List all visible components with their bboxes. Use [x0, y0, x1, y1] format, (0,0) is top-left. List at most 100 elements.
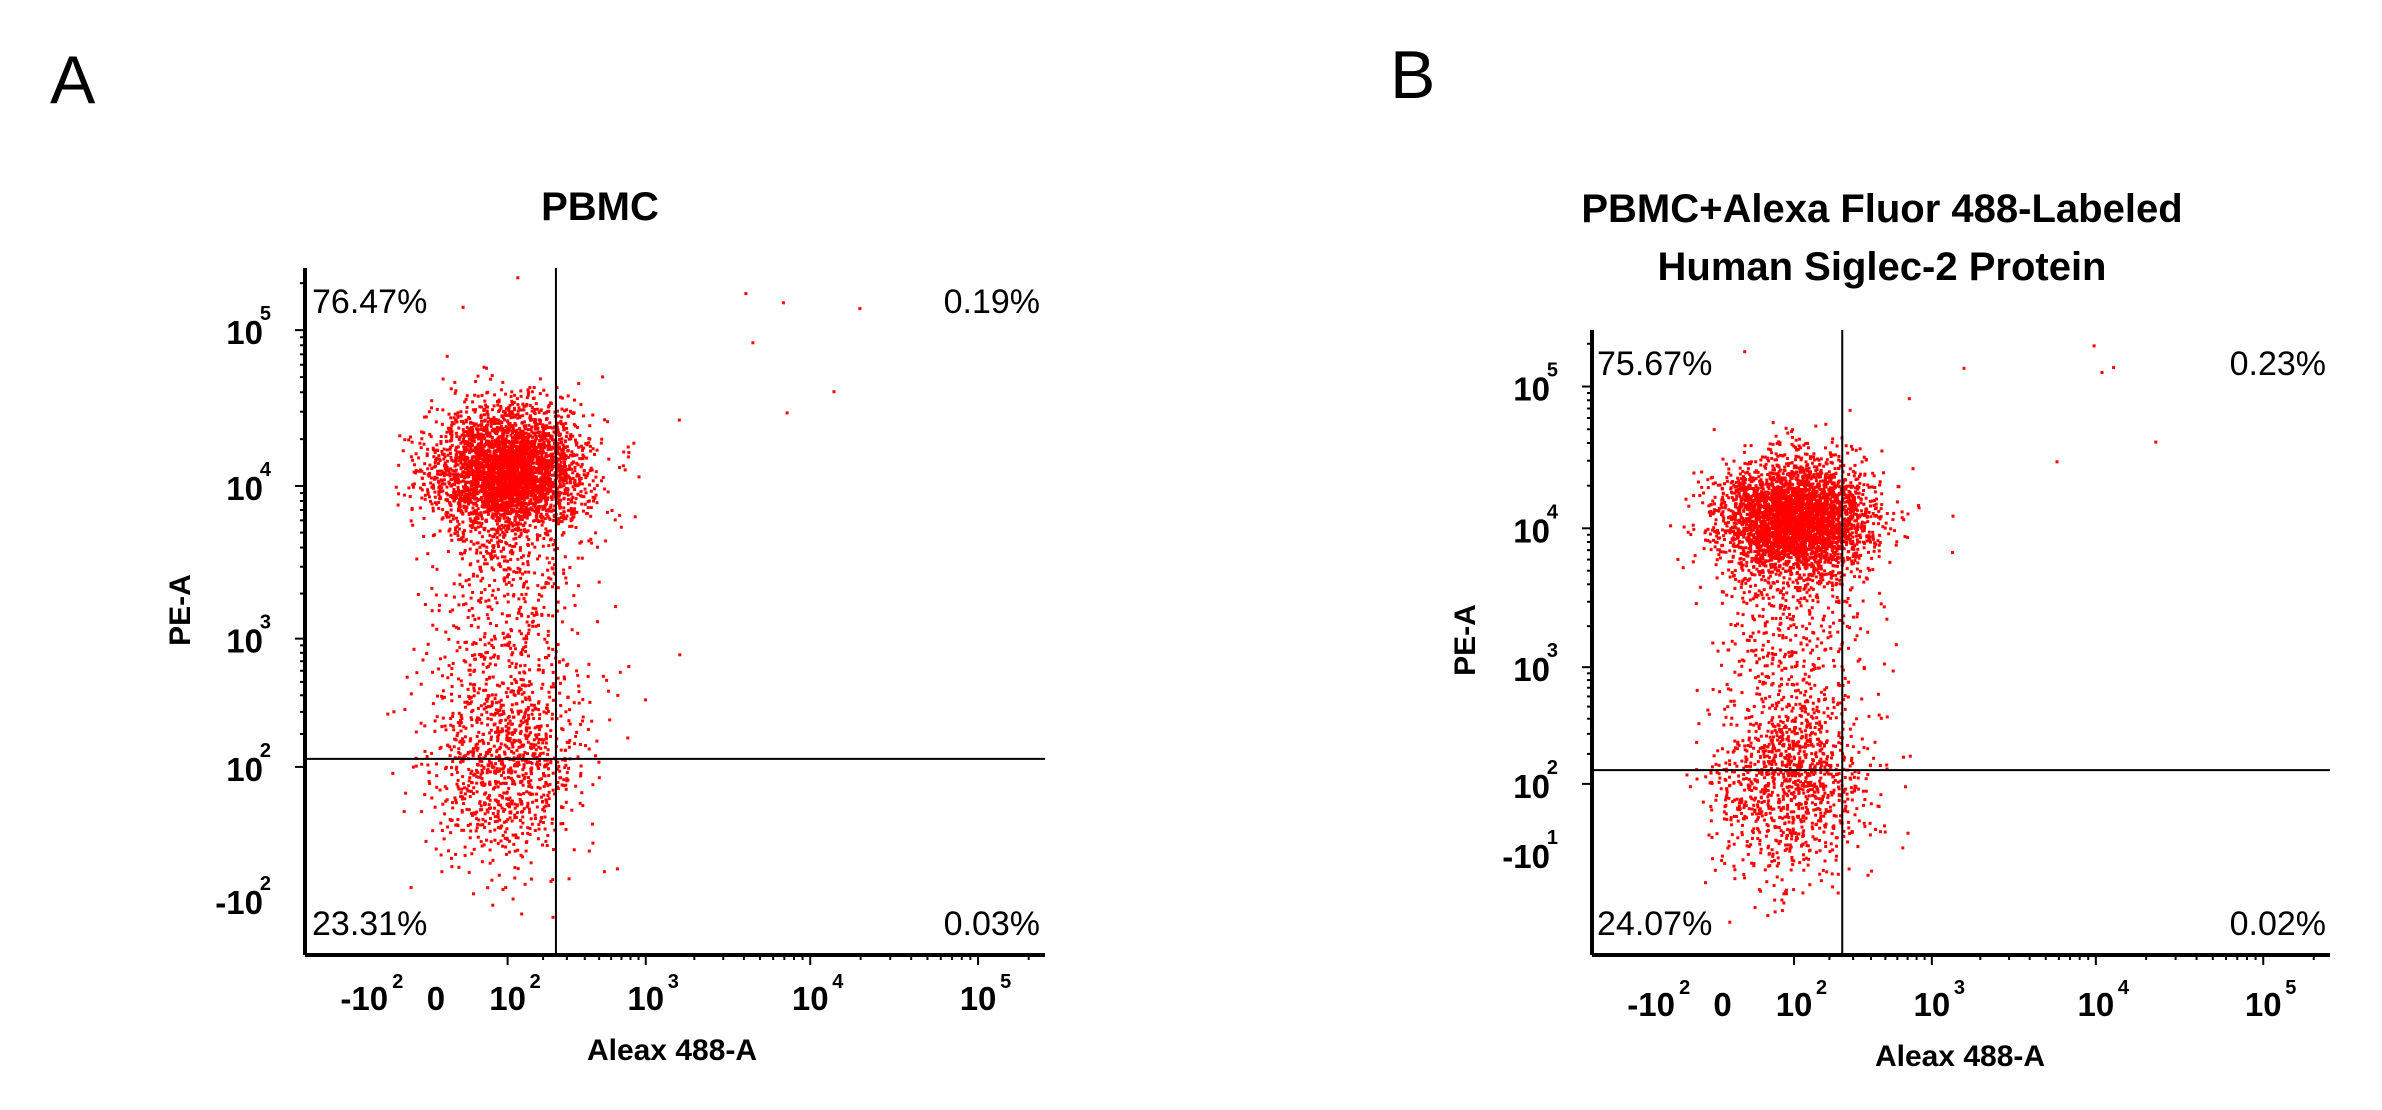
data-point	[637, 475, 641, 479]
data-point	[476, 746, 480, 750]
data-point	[518, 753, 522, 757]
data-point	[535, 760, 539, 764]
data-point	[483, 480, 487, 484]
data-point	[527, 726, 531, 730]
data-point	[564, 457, 567, 461]
data-point	[487, 477, 491, 481]
data-point	[462, 445, 466, 449]
data-point	[568, 464, 572, 468]
data-point	[483, 526, 487, 530]
data-point	[470, 484, 473, 488]
data-point	[541, 505, 545, 508]
data-point	[488, 445, 492, 449]
data-point	[564, 800, 568, 804]
data-point	[627, 665, 631, 668]
data-point	[479, 704, 483, 708]
data-point	[507, 747, 511, 751]
data-point	[429, 435, 433, 439]
data-point	[557, 764, 561, 768]
data-point	[496, 799, 500, 803]
data-point	[420, 762, 424, 766]
data-point	[468, 473, 472, 477]
data-point	[446, 467, 450, 471]
data-point	[574, 526, 578, 529]
data-point	[498, 719, 502, 723]
data-point	[549, 452, 553, 456]
data-point	[463, 853, 467, 857]
data-point	[462, 494, 466, 498]
data-point	[491, 500, 495, 504]
data-point	[507, 573, 511, 577]
data-point	[499, 388, 503, 392]
data-point	[469, 435, 473, 439]
data-point	[491, 858, 495, 862]
data-point	[538, 377, 542, 381]
data-point	[496, 770, 500, 774]
data-point	[506, 600, 510, 604]
data-point	[507, 850, 511, 854]
data-point	[513, 728, 517, 732]
data-point	[561, 456, 565, 460]
data-point	[428, 495, 431, 499]
data-point	[553, 792, 556, 796]
data-point	[543, 446, 546, 450]
data-point	[564, 710, 568, 714]
data-point	[537, 827, 541, 831]
data-point	[488, 770, 492, 774]
data-point	[443, 655, 447, 659]
data-point	[505, 455, 509, 459]
data-point	[477, 730, 481, 734]
data-point	[475, 735, 479, 738]
data-point	[563, 492, 567, 496]
data-point	[522, 691, 526, 695]
data-point	[478, 800, 482, 804]
data-point	[539, 820, 543, 824]
data-point	[484, 431, 488, 435]
data-point	[475, 810, 479, 814]
data-point	[544, 839, 548, 843]
data-point	[482, 457, 486, 461]
data-point	[501, 796, 505, 800]
data-point	[504, 643, 508, 647]
data-point	[536, 668, 540, 672]
data-point	[468, 697, 472, 700]
data-point	[484, 403, 487, 407]
data-point	[542, 441, 546, 444]
data-point	[405, 675, 409, 679]
data-point	[575, 443, 578, 447]
data-point	[499, 406, 503, 410]
data-point	[459, 414, 463, 418]
data-point	[457, 677, 460, 681]
data-point	[485, 549, 488, 553]
data-point	[542, 771, 545, 775]
data-point	[513, 429, 517, 433]
data-point	[551, 489, 555, 493]
data-point	[449, 387, 453, 391]
data-point	[588, 424, 592, 428]
data-point	[490, 878, 494, 882]
data-point	[572, 594, 576, 598]
data-point	[530, 611, 534, 615]
data-point	[544, 460, 548, 464]
data-point	[469, 433, 472, 436]
data-point	[506, 642, 510, 646]
data-point	[509, 416, 513, 420]
data-point	[536, 458, 539, 462]
data-point	[488, 780, 492, 784]
data-point	[553, 563, 556, 567]
data-point	[486, 605, 490, 609]
data-point	[544, 444, 548, 448]
data-point	[524, 634, 528, 638]
data-point	[569, 481, 572, 485]
data-point	[545, 556, 549, 560]
data-point	[463, 539, 467, 543]
data-point	[534, 453, 538, 457]
data-point	[425, 454, 429, 458]
data-point	[479, 568, 482, 572]
data-point	[496, 444, 500, 448]
data-point	[562, 517, 566, 520]
data-point	[568, 409, 572, 413]
data-point	[423, 603, 427, 606]
data-point	[510, 455, 514, 459]
data-point	[600, 479, 603, 483]
